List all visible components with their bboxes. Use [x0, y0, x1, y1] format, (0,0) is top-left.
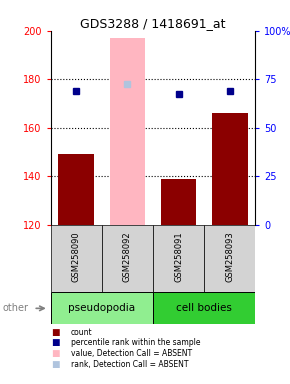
Bar	[51, 225, 102, 292]
Text: ■: ■	[51, 349, 59, 358]
Text: ■: ■	[51, 328, 59, 337]
Text: value, Detection Call = ABSENT: value, Detection Call = ABSENT	[71, 349, 192, 358]
Bar	[153, 225, 204, 292]
Bar	[58, 154, 94, 225]
Text: ■: ■	[51, 360, 59, 369]
Bar	[110, 38, 145, 225]
Text: GSM258090: GSM258090	[72, 232, 81, 282]
Bar	[102, 225, 153, 292]
Bar	[51, 292, 153, 324]
Text: cell bodies: cell bodies	[176, 303, 232, 313]
Title: GDS3288 / 1418691_at: GDS3288 / 1418691_at	[80, 17, 226, 30]
Text: other: other	[3, 303, 29, 313]
Text: count: count	[71, 328, 93, 337]
Bar	[212, 113, 248, 225]
Text: GSM258091: GSM258091	[174, 232, 183, 282]
Text: GSM258092: GSM258092	[123, 232, 132, 282]
Bar	[161, 179, 196, 225]
Text: GSM258093: GSM258093	[225, 232, 234, 282]
Text: percentile rank within the sample: percentile rank within the sample	[71, 338, 201, 348]
Text: pseudopodia: pseudopodia	[68, 303, 135, 313]
Bar	[204, 225, 255, 292]
Text: ■: ■	[51, 338, 59, 348]
Bar	[153, 292, 255, 324]
Text: rank, Detection Call = ABSENT: rank, Detection Call = ABSENT	[71, 360, 188, 369]
